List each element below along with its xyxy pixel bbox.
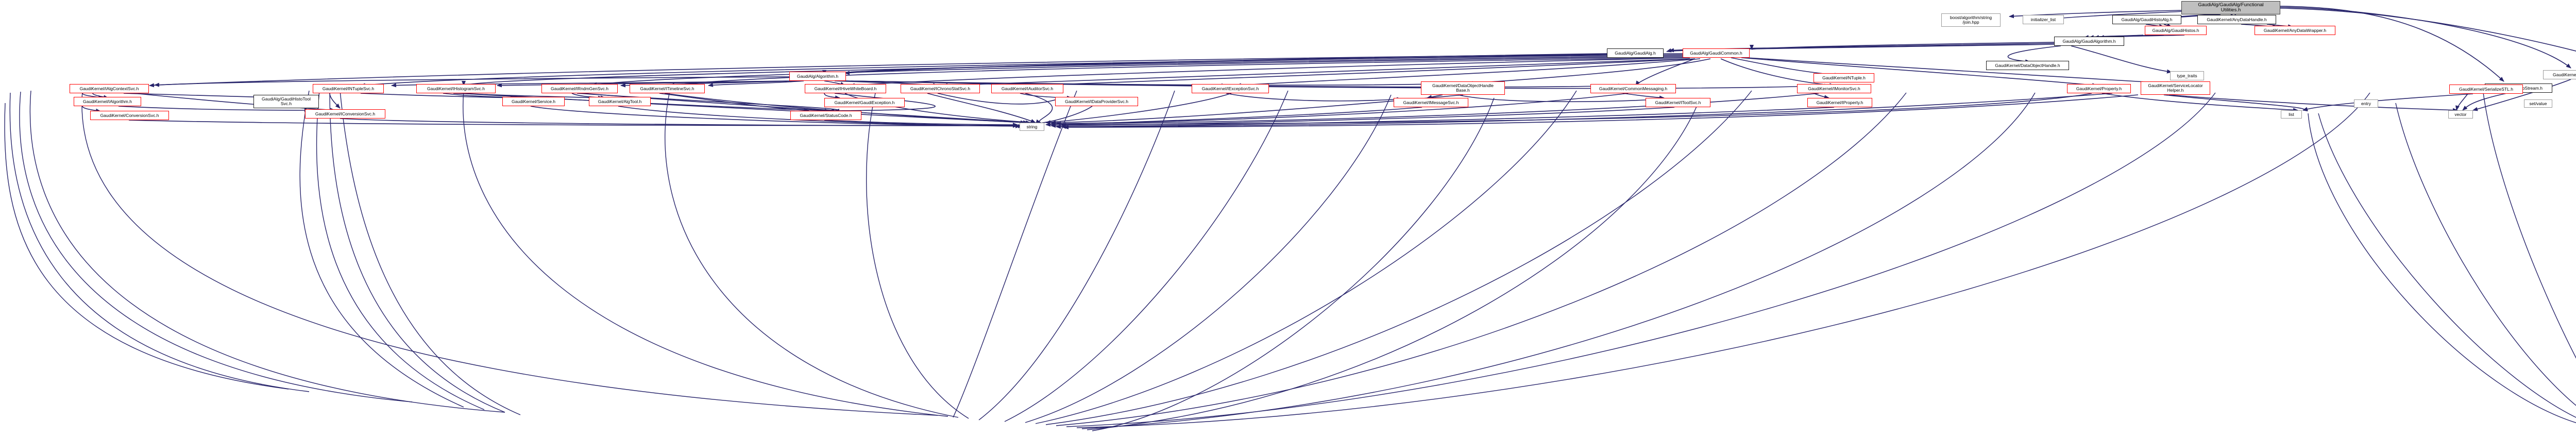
graph-node-gaudialg[interactable]: GaudiAlg/GaudiAlg.h — [1607, 48, 1664, 58]
graph-node-histoalg[interactable]: GaudiAlg/GaudiHistoAlg.h — [2112, 15, 2181, 24]
graph-node-iconversionsvc[interactable]: GaudiKernel/IConversionSvc.h — [305, 109, 385, 119]
graph-node-anydatawrapper[interactable]: GaudiKernel/AnyDataWrapper.h — [2255, 26, 2335, 35]
graph-node-algorithmh[interactable]: GaudiAlg/Algorithm.h — [789, 72, 846, 81]
graph-node-intuplesvc[interactable]: GaudiKernel/INTupleSvc.h — [313, 84, 384, 93]
graph-node-commonmessaging[interactable]: GaudiKernel/CommonMessaging.h — [1590, 84, 1676, 93]
graph-node-imessagesvc[interactable]: GaudiKernel/IMessageSvc.h — [1394, 98, 1468, 107]
graph-node-ihistogramsvc[interactable]: GaudiKernel/IHistogramSvc.h — [416, 84, 496, 93]
graph-node-string[interactable]: string — [1020, 123, 1044, 131]
graph-node-entry[interactable]: entry — [2354, 99, 2378, 108]
graph-node-igaudihistotool[interactable]: GaudiAlg/GaudiHistoTool Svc.h — [253, 95, 319, 108]
graph-node-gaudicommon[interactable]: GaudiAlg/GaudiCommon.h — [1683, 48, 1750, 58]
graph-node-root[interactable]: GaudiAlg/GaudiAlg/Functional Utilities.h — [2181, 1, 2280, 14]
graph-node-ihivewhiteboard[interactable]: GaudiKernel/IHiveWhiteBoard.h — [805, 84, 886, 93]
graph-node-property[interactable]: GaudiKernel/Property.h — [2067, 84, 2131, 93]
graph-node-itoolsvc[interactable]: GaudiKernel/IToolSvc.h — [1646, 98, 1710, 107]
graph-node-serializeSTL[interactable]: GaudiKernel/SerializeSTL.h — [2543, 70, 2576, 79]
graph-node-propertyh[interactable]: GaudiKernel/IProperty.h — [1807, 98, 1872, 107]
graph-node-serializeSTL2[interactable]: GaudiKernel/SerializeSTL.h — [2449, 85, 2523, 94]
graph-node-list[interactable]: list — [2281, 110, 2302, 119]
graph-node-initlist[interactable]: initializer_list — [2023, 15, 2064, 24]
graph-node-idatastoreagent[interactable]: GaudiKernel/IDataProviderSvc.h — [1055, 97, 1138, 106]
graph-node-ichronostatsvc[interactable]: GaudiKernel/IChronoStatSvc.h — [901, 84, 980, 93]
edge-group — [82, 6, 2576, 129]
graph-node-statusstream[interactable]: GaudiKernel/StatusCode.h — [790, 111, 861, 120]
graph-node-boostjoin[interactable]: boost/algorithm/string /join.hpp — [1941, 13, 2001, 27]
graph-node-algtool[interactable]: GaudiKernel/AlgTool.h — [589, 97, 651, 106]
graph-node-vector[interactable]: vector — [2448, 110, 2473, 119]
graph-node-ialgorithmh[interactable]: GaudiKernel/IAlgorithm.h — [74, 97, 141, 106]
graph-node-dataobjhandle[interactable]: GaudiKernel/DataObjectHandle.h — [1986, 61, 2069, 70]
graph-node-dataobjhandleb[interactable]: GaudiKernel/DataObjectHandle Base.h — [1421, 81, 1505, 95]
graph-node-iexceptionsvc[interactable]: GaudiKernel/IExceptionSvc.h — [1192, 84, 1269, 93]
graph-node-servicelocator[interactable]: GaudiKernel/ServiceLocator Helper.h — [2141, 81, 2210, 95]
graph-node-typetraits[interactable]: type_traits — [2170, 71, 2204, 80]
graph-node-imonitorsvc[interactable]: GaudiKernel/IMonitorSvc.h — [1797, 84, 1871, 93]
edge-group-arcs — [4, 90, 2576, 431]
graph-node-iauditorsvc[interactable]: GaudiKernel/IAuditorSvc.h — [991, 84, 1063, 93]
graph-node-gaudiexception[interactable]: GaudiKernel/GaudiException.h — [824, 98, 905, 107]
graph-node-itimelinesvc[interactable]: GaudiKernel/ITimelineSvc.h — [630, 84, 705, 93]
graph-node-setvalue[interactable]: set/value — [2524, 99, 2552, 108]
graph-node-service[interactable]: GaudiKernel/Service.h — [502, 97, 565, 106]
graph-node-irndmgensvc[interactable]: GaudiKernel/IRndmGenSvc.h — [541, 84, 618, 93]
graph-node-conversionsvc2[interactable]: GaudiKernel/ConversionSvc.h — [90, 111, 169, 120]
graph-node-gaudialgorithm[interactable]: GaudiAlg/GaudiAlgorithm.h — [2054, 37, 2124, 46]
graph-node-anydatahandle[interactable]: GaudiKernel/AnyDataHandle.h — [2197, 15, 2276, 24]
graph-node-ntuple[interactable]: GaudiKernel/NTuple.h — [1814, 73, 1874, 82]
graph-node-ialgcontextsvc[interactable]: GaudiKernel/IAlgContextSvc.h — [70, 84, 149, 93]
graph-node-histos[interactable]: GaudiAlg/GaudiHistos.h — [2145, 26, 2207, 35]
